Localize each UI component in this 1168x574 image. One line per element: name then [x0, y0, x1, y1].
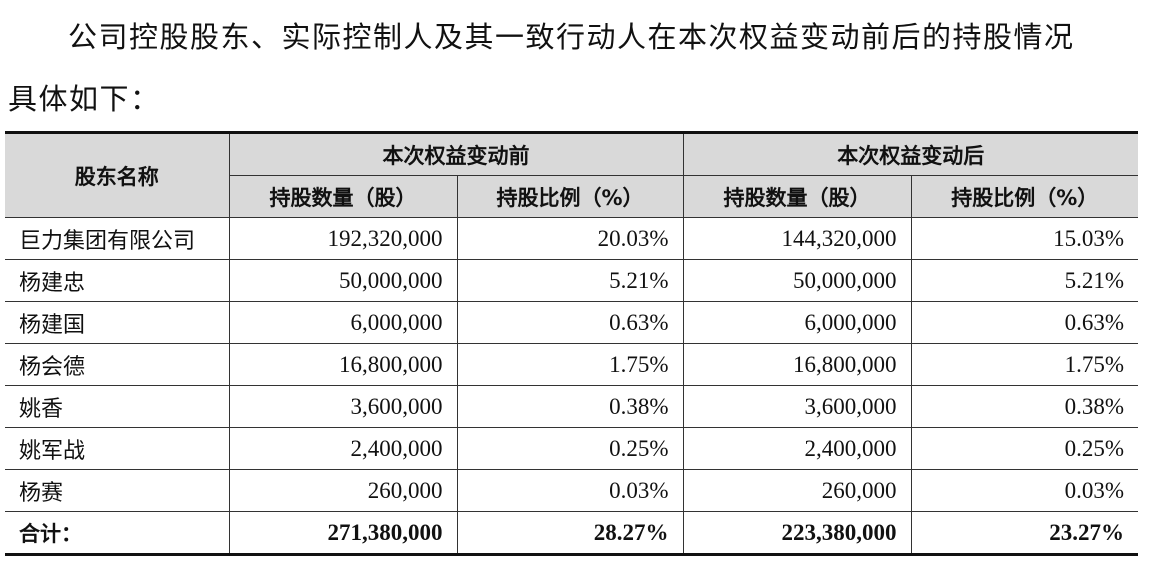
after-ratio: 15.03%: [910, 217, 1138, 260]
after-ratio: 0.38%: [910, 385, 1138, 428]
before-ratio: 1.75%: [456, 343, 684, 386]
before-shares: 3,600,000: [228, 385, 458, 428]
before-shares: 6,000,000: [228, 301, 458, 344]
shareholder-name: 杨建国: [5, 301, 230, 344]
table-row: 杨建忠 50,000,000 5.21% 50,000,000 5.21%: [5, 259, 1138, 302]
after-shares: 3,600,000: [682, 385, 912, 428]
before-shares: 16,800,000: [228, 343, 458, 386]
table-row: 姚军战 2,400,000 0.25% 2,400,000 0.25%: [5, 427, 1138, 470]
table-row: 杨建国 6,000,000 0.63% 6,000,000 0.63%: [5, 301, 1138, 344]
table-row: 杨赛 260,000 0.03% 260,000 0.03%: [5, 469, 1138, 512]
before-ratio: 0.38%: [456, 385, 684, 428]
header-after-change: 本次权益变动后: [682, 132, 1138, 176]
header-after-ratio: 持股比例（%）: [910, 175, 1138, 218]
before-ratio: 0.63%: [456, 301, 684, 344]
after-shares: 6,000,000: [682, 301, 912, 344]
after-shares: 16,800,000: [682, 343, 912, 386]
shareholding-table: 股东名称 本次权益变动前 本次权益变动后 持股数量（股） 持股比例（%） 持股数…: [5, 131, 1138, 556]
after-shares: 144,320,000: [682, 217, 912, 260]
table-header: 股东名称 本次权益变动前 本次权益变动后 持股数量（股） 持股比例（%） 持股数…: [5, 132, 1138, 218]
table-row: 巨力集团有限公司 192,320,000 20.03% 144,320,000 …: [5, 217, 1138, 260]
before-shares: 50,000,000: [228, 259, 458, 302]
header-row-groups: 股东名称 本次权益变动前 本次权益变动后: [5, 132, 1138, 218]
after-ratio: 5.21%: [910, 259, 1138, 302]
after-ratio: 1.75%: [910, 343, 1138, 386]
intro-paragraph-line-1: 公司控股股东、实际控制人及其一致行动人在本次权益变动前后的持股情况: [68, 20, 1075, 54]
header-before-change: 本次权益变动前: [228, 132, 684, 176]
header-after-shares: 持股数量（股）: [682, 175, 912, 218]
before-shares: 260,000: [228, 469, 458, 512]
after-ratio: 0.63%: [910, 301, 1138, 344]
shareholder-name: 巨力集团有限公司: [5, 217, 230, 260]
total-before-ratio: 28.27%: [456, 511, 684, 555]
before-ratio: 5.21%: [456, 259, 684, 302]
total-after-ratio: 23.27%: [910, 511, 1138, 555]
shareholder-name: 杨会德: [5, 343, 230, 386]
before-ratio: 0.25%: [456, 427, 684, 470]
intro-paragraph-line-2: 具体如下：: [8, 82, 161, 116]
after-shares: 2,400,000: [682, 427, 912, 470]
table-body: 巨力集团有限公司 192,320,000 20.03% 144,320,000 …: [5, 217, 1138, 555]
header-before-shares: 持股数量（股）: [229, 175, 458, 218]
before-shares: 192,320,000: [228, 217, 458, 260]
total-label: 合计：: [5, 511, 230, 555]
after-shares: 260,000: [682, 469, 912, 512]
before-shares: 2,400,000: [228, 427, 458, 470]
total-after-shares: 223,380,000: [682, 511, 912, 555]
total-before-shares: 271,380,000: [228, 511, 458, 555]
after-ratio: 0.25%: [910, 427, 1138, 470]
before-ratio: 0.03%: [456, 469, 684, 512]
table-row: 姚香 3,600,000 0.38% 3,600,000 0.38%: [5, 385, 1138, 428]
header-before-ratio: 持股比例（%）: [456, 175, 684, 218]
before-ratio: 20.03%: [456, 217, 684, 260]
total-row: 合计： 271,380,000 28.27% 223,380,000 23.27…: [5, 511, 1138, 555]
after-shares: 50,000,000: [682, 259, 912, 302]
header-shareholder-name: 股东名称: [5, 132, 230, 218]
header-row-columns: 持股数量（股） 持股比例（%） 持股数量（股） 持股比例（%）: [5, 175, 1138, 218]
shareholder-name: 姚香: [5, 385, 230, 428]
table-row: 杨会德 16,800,000 1.75% 16,800,000 1.75%: [5, 343, 1138, 386]
shareholder-name: 杨赛: [5, 469, 230, 512]
after-ratio: 0.03%: [910, 469, 1138, 512]
shareholder-name: 杨建忠: [5, 259, 230, 302]
shareholder-name: 姚军战: [5, 427, 230, 470]
